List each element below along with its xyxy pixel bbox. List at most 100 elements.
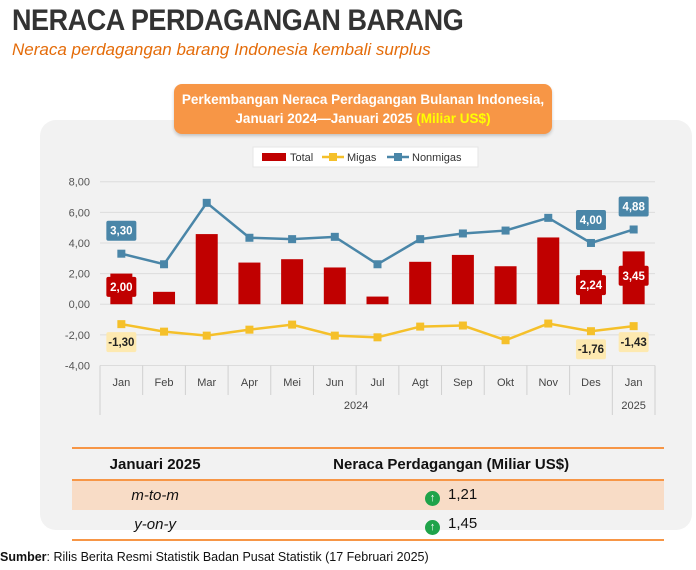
data-label-bg — [618, 332, 649, 353]
y-tick-label: 2,00 — [69, 269, 90, 281]
bar-total — [537, 237, 560, 305]
point-nonmigas — [586, 238, 595, 247]
point-nonmigas — [202, 198, 211, 207]
point-migas — [330, 331, 339, 340]
data-label-total: 2,00 — [110, 282, 132, 294]
page-title: NERACA PERDAGANGAN BARANG — [12, 4, 464, 37]
legend-swatch-total — [262, 153, 286, 161]
bar-total — [366, 296, 389, 305]
chart-unit: (Miliar US$) — [416, 111, 491, 126]
trade-balance-chart: 8,00 6,00 4,00 2,00 0,00 -2,00 -4,00 Jan Feb Mar A… — [65, 146, 656, 415]
data-label-nonmigas: 4,88 — [622, 201, 645, 213]
legend-marker-nonmigas — [394, 153, 402, 161]
data-label-bg — [106, 332, 137, 353]
bar-total — [494, 266, 517, 305]
year-label: 2025 — [621, 400, 645, 412]
row-label: y-on-y — [72, 510, 239, 541]
bar-total — [409, 261, 432, 305]
bar-total — [195, 234, 218, 305]
data-label-migas: -1,76 — [578, 344, 604, 356]
chart-title-line2: Januari 2024—Januari 2025 — [235, 111, 413, 126]
legend-marker-migas — [329, 153, 337, 161]
chart-title-line1: Perkembangan Neraca Perdagangan Bulanan … — [181, 92, 545, 107]
point-nonmigas — [373, 260, 382, 269]
point-migas — [288, 320, 297, 329]
point-migas — [160, 327, 169, 336]
point-nonmigas — [117, 249, 126, 258]
x-tick-label: Mar — [197, 377, 216, 389]
data-label-bg — [618, 265, 649, 286]
x-tick-label: Apr — [241, 377, 258, 389]
page-subtitle: Neraca perdagangan barang Indonesia kemb… — [12, 40, 431, 59]
table-row: m-to-m ↑ 1,21 — [72, 480, 664, 510]
table-row: y-on-y ↑ 1,45 — [72, 510, 664, 541]
x-tick-label: Sep — [453, 377, 473, 389]
bar-total — [153, 291, 176, 305]
chart-title-banner: Perkembangan Neraca Perdagangan Bulanan … — [174, 84, 552, 134]
data-label-bg — [575, 209, 606, 230]
data-label-total: 2,24 — [580, 280, 603, 292]
point-migas — [202, 331, 211, 340]
data-label-bg — [575, 275, 606, 296]
data-label-migas: -1,43 — [621, 337, 647, 349]
legend-label-migas: Migas — [347, 152, 377, 164]
y-tick-label: 4,00 — [69, 238, 90, 250]
legend-label-total: Total — [290, 152, 313, 164]
row-value: 1,45 — [448, 514, 478, 532]
x-tick-label: Jan — [112, 377, 130, 389]
arrow-up-icon: ↑ — [425, 490, 441, 506]
point-nonmigas — [245, 233, 254, 242]
data-label-bg — [106, 276, 137, 297]
y-tick-label: 6,00 — [69, 207, 90, 219]
point-migas — [373, 333, 382, 342]
bar-total — [281, 259, 304, 305]
arrow-up-icon: ↑ — [425, 519, 441, 535]
y-tick-label: 0,00 — [69, 299, 90, 311]
data-label-nonmigas: 4,00 — [580, 215, 602, 227]
point-migas — [458, 321, 467, 330]
x-tick-label: Jan — [625, 377, 643, 389]
point-nonmigas — [629, 225, 638, 234]
point-migas — [501, 336, 510, 345]
point-migas — [117, 320, 126, 329]
x-tick-label: Jun — [326, 377, 344, 389]
bar-total — [451, 254, 474, 305]
point-migas — [586, 327, 595, 336]
source-note: Sumber: Rilis Berita Resmi Statistik Bad… — [0, 550, 429, 564]
x-tick-label: Feb — [155, 377, 174, 389]
legend-label-nonmigas: Nonmigas — [412, 152, 462, 164]
summary-table: Januari 2025 Neraca Perdagangan (Miliar U… — [72, 447, 664, 541]
point-migas — [245, 325, 254, 334]
point-nonmigas — [330, 232, 339, 241]
bar-total — [238, 262, 261, 305]
data-label-migas: -1,30 — [108, 337, 134, 349]
point-nonmigas — [160, 260, 169, 269]
point-migas — [544, 319, 553, 328]
row-value: 1,21 — [448, 485, 478, 503]
point-nonmigas — [458, 229, 467, 238]
x-tick-label: Mei — [283, 377, 301, 389]
x-tick-label: Nov — [538, 377, 558, 389]
table-header-period: Januari 2025 — [72, 447, 239, 481]
table-header-balance: Neraca Perdagangan (Miliar US$) — [238, 447, 664, 481]
data-label-nonmigas: 3,30 — [110, 226, 132, 238]
data-label-bg — [106, 220, 137, 241]
data-label-bg — [575, 339, 606, 360]
point-nonmigas — [416, 235, 425, 244]
y-tick-label: 8,00 — [69, 177, 90, 189]
row-label: m-to-m — [72, 480, 239, 510]
data-label-total: 3,45 — [622, 271, 645, 283]
x-tick-label: Okt — [497, 377, 514, 389]
year-label: 2024 — [344, 400, 368, 412]
legend-box — [252, 146, 479, 168]
y-tick-label: -2,00 — [65, 330, 90, 342]
point-migas — [416, 322, 425, 331]
bar-total — [323, 267, 346, 305]
point-nonmigas — [501, 226, 510, 235]
x-tick-label: Jul — [370, 377, 384, 389]
point-nonmigas — [544, 213, 553, 222]
x-tick-label: Des — [581, 377, 601, 389]
data-label-bg — [618, 196, 649, 217]
y-tick-label: -4,00 — [65, 361, 90, 373]
point-nonmigas — [288, 235, 297, 244]
